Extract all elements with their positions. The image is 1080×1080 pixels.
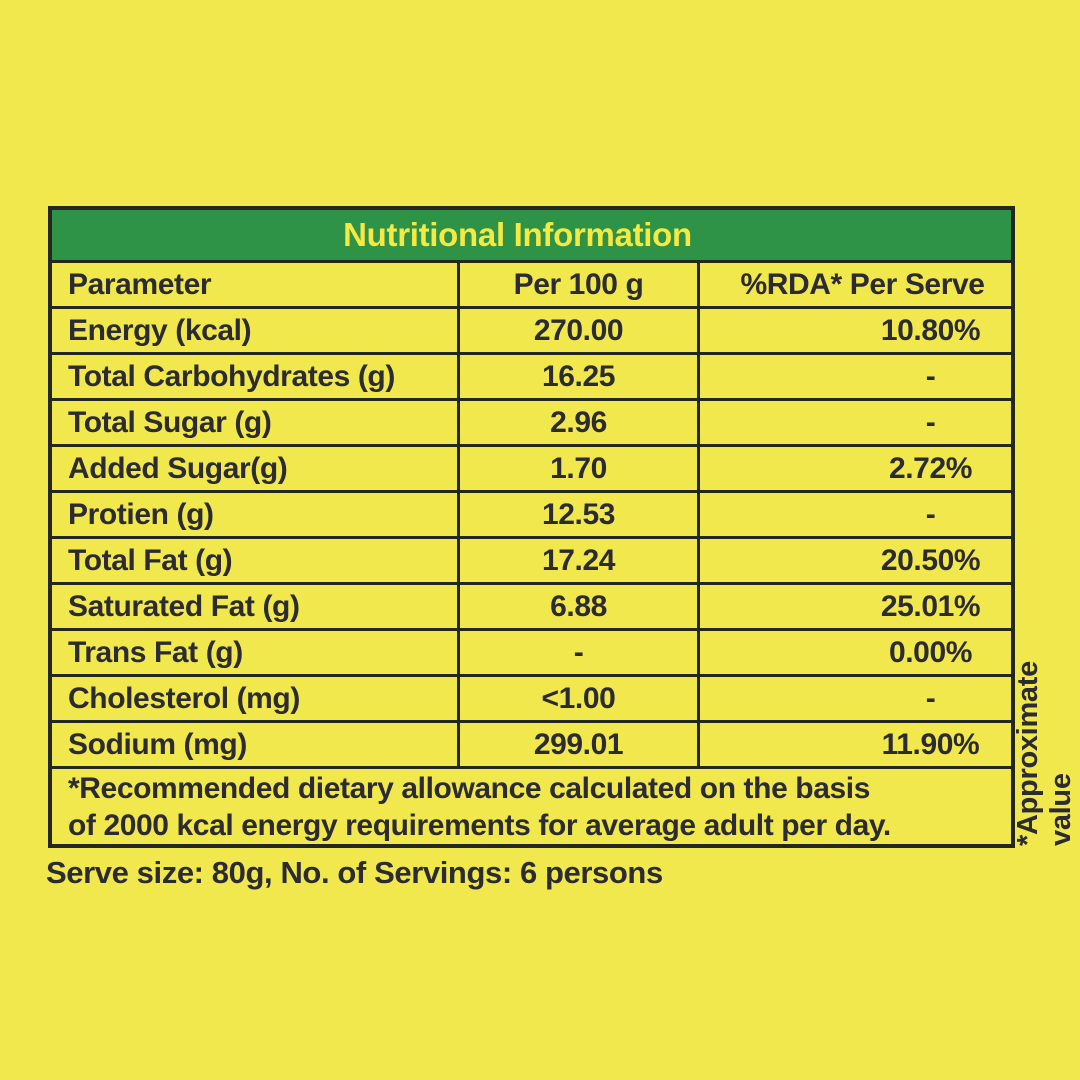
row-per100g-value: <1.00	[460, 677, 700, 720]
row-rda-value: -	[925, 681, 936, 715]
table-header-row: Parameter Per 100 g %RDA* Per Serve	[52, 260, 1011, 306]
row-per100g-value: 1.70	[460, 447, 700, 490]
column-header-rda-per-serve: %RDA* Per Serve	[740, 267, 985, 301]
table-row-protien: Protien (g) 12.53 -	[52, 490, 1011, 536]
row-rda-value: -	[925, 405, 936, 439]
row-rda-value: 25.01%	[880, 589, 981, 623]
row-label: Saturated Fat (g)	[52, 585, 460, 628]
table-row-added-sugar: Added Sugar(g) 1.70 2.72%	[52, 444, 1011, 490]
table-row-total-carbohydrates: Total Carbohydrates (g) 16.25 -	[52, 352, 1011, 398]
row-label: Added Sugar(g)	[52, 447, 460, 490]
serve-size-text: Serve size: 80g, No. of Servings: 6 pers…	[46, 855, 663, 890]
table-title-bar: Nutritional Information	[52, 210, 1011, 260]
row-per100g-value: 16.25	[460, 355, 700, 398]
row-label: Total Carbohydrates (g)	[52, 355, 460, 398]
approximate-value-note: *Approximate value	[1012, 661, 1077, 846]
table-row-sodium: Sodium (mg) 299.01 11.90%	[52, 720, 1011, 766]
row-label: Sodium (mg)	[52, 723, 460, 766]
row-per100g-value: 6.88	[460, 585, 700, 628]
row-per100g-value: 17.24	[460, 539, 700, 582]
footnote-line-1: *Recommended dietary allowance calculate…	[68, 771, 871, 805]
table-title: Nutritional Information	[343, 216, 692, 253]
column-header-parameter: Parameter	[52, 263, 460, 306]
table-row-total-fat: Total Fat (g) 17.24 20.50%	[52, 536, 1011, 582]
row-label: Cholesterol (mg)	[52, 677, 460, 720]
row-label: Protien (g)	[52, 493, 460, 536]
column-header-per-100g: Per 100 g	[460, 263, 700, 306]
row-rda-value: 0.00%	[888, 635, 973, 669]
row-per100g-value: 299.01	[460, 723, 700, 766]
table-row-cholesterol: Cholesterol (mg) <1.00 -	[52, 674, 1011, 720]
row-label: Total Sugar (g)	[52, 401, 460, 444]
table-row-trans-fat: Trans Fat (g) - 0.00%	[52, 628, 1011, 674]
row-rda-value: 2.72%	[888, 451, 973, 485]
table-row-total-sugar: Total Sugar (g) 2.96 -	[52, 398, 1011, 444]
table-row-energy: Energy (kcal) 270.00 10.80%	[52, 306, 1011, 352]
row-rda-value: 10.80%	[880, 313, 981, 347]
nutrition-table: Nutritional Information Parameter Per 10…	[48, 206, 1015, 848]
row-per100g-value: -	[460, 631, 700, 674]
row-label: Energy (kcal)	[52, 309, 460, 352]
row-rda-value: 20.50%	[880, 543, 981, 577]
row-per100g-value: 12.53	[460, 493, 700, 536]
row-per100g-value: 2.96	[460, 401, 700, 444]
row-rda-value: 11.90%	[881, 727, 980, 761]
row-rda-value: -	[925, 359, 936, 393]
row-rda-value: -	[925, 497, 936, 531]
table-row-saturated-fat: Saturated Fat (g) 6.88 25.01%	[52, 582, 1011, 628]
footnote-line-2: of 2000 kcal energy requirements for ave…	[68, 808, 891, 842]
row-label: Total Fat (g)	[52, 539, 460, 582]
table-footnote: *Recommended dietary allowance calculate…	[52, 766, 1011, 844]
row-per100g-value: 270.00	[460, 309, 700, 352]
row-label: Trans Fat (g)	[52, 631, 460, 674]
